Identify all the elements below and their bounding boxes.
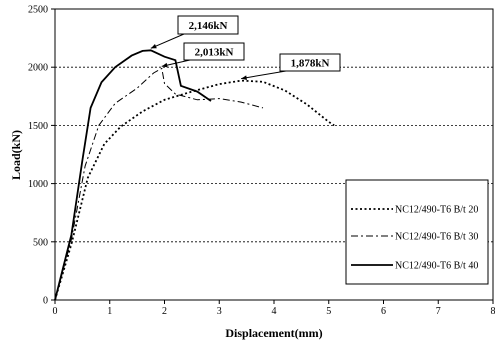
y-tick-label: 2500 [28, 5, 48, 16]
x-tick-label: 5 [326, 306, 331, 317]
x-tick-label: 1 [107, 306, 112, 317]
callout-arrowhead [241, 75, 247, 80]
x-tick-label: 7 [436, 306, 441, 317]
y-axis-title: Load(kN) [9, 130, 23, 180]
y-tick-label: 1000 [28, 179, 48, 190]
x-tick-label: 8 [491, 306, 495, 317]
callout-leader [241, 70, 287, 80]
y-tick-label: 1500 [28, 121, 48, 132]
callout-arrowhead [161, 62, 168, 68]
legend-label: NC12/490-T6 B/t 40 [395, 261, 478, 272]
callout-box [177, 15, 239, 35]
data-series [54, 49, 335, 301]
y-tick-label: 0 [43, 296, 48, 307]
callout-label: 2,013kN [195, 47, 234, 59]
x-tick-label: 6 [381, 306, 386, 317]
callout-label: 1,878kN [291, 58, 330, 70]
series-line-2 [54, 67, 264, 301]
series-line-3 [54, 49, 212, 301]
x-tick-label: 2 [162, 306, 167, 317]
x-tick-label: 4 [272, 306, 277, 317]
axis-ticks: 0 500 1000 1500 2000 2500 0 1 2 3 4 5 6 7 8 [28, 5, 495, 318]
callout-leader [150, 33, 185, 49]
peak-callouts: 2,146kN 2,013kN 1,878kN [150, 15, 341, 80]
callout-label: 2,146kN [189, 20, 228, 32]
callout-box [279, 53, 341, 72]
x-axis-title: Displacement(mm) [225, 326, 322, 340]
series-line-1 [54, 79, 335, 301]
legend: NC12/490-T6 B/t 20 NC12/490-T6 B/t 30 NC12… [345, 179, 489, 285]
y-tick-label: 500 [33, 237, 48, 248]
legend-label: NC12/490-T6 B/t 20 [395, 205, 478, 216]
x-tick-label: 3 [217, 306, 222, 317]
legend-box [345, 179, 489, 285]
x-tick-label: 0 [53, 306, 58, 317]
y-tick-label: 2000 [28, 63, 48, 74]
legend-label: NC12/490-T6 B/t 30 [395, 232, 478, 243]
callout-box [183, 42, 245, 61]
callout-arrowhead [150, 43, 157, 49]
